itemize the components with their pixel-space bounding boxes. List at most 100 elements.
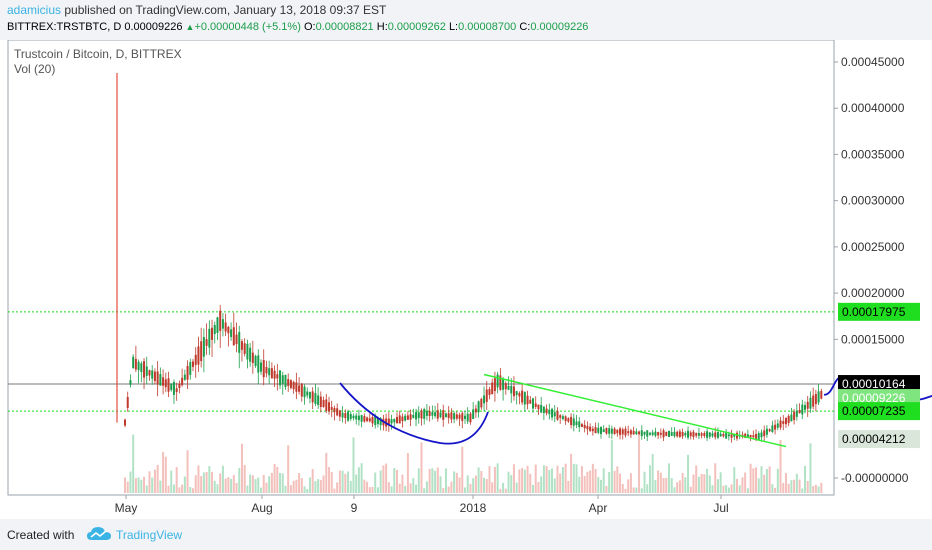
- candle-body: [330, 407, 333, 410]
- plot-area[interactable]: [7, 40, 932, 496]
- candle-body: [376, 418, 379, 425]
- volume-bar: [708, 475, 711, 493]
- tradingview-cloud-icon[interactable]: [86, 526, 112, 542]
- candles-group: [124, 304, 823, 443]
- candle-body: [352, 415, 355, 419]
- price-badge[interactable]: [838, 430, 920, 449]
- volume-bar: [695, 465, 698, 493]
- price-badge[interactable]: [838, 402, 920, 421]
- price-tick-label: 0.00015000: [841, 332, 905, 346]
- candle-body: [396, 417, 398, 424]
- volume-bar: [548, 470, 551, 493]
- candle-body: [485, 389, 488, 402]
- candle-body: [347, 411, 350, 421]
- candle-body: [768, 429, 771, 432]
- candle-body: [162, 377, 165, 386]
- price-badge-label: 0.00010164: [842, 377, 906, 391]
- candle-body: [716, 432, 719, 438]
- volume-bar: [480, 471, 483, 493]
- candle-body: [651, 432, 654, 435]
- candle-body: [442, 410, 445, 420]
- volume-bar: [725, 485, 728, 493]
- candle-body: [784, 417, 787, 425]
- candle-body: [621, 429, 624, 435]
- volume-bar: [162, 452, 165, 493]
- candle-body: [126, 397, 129, 408]
- candle-body: [159, 374, 162, 386]
- volume-bar: [425, 481, 428, 493]
- candle-body: [444, 413, 447, 418]
- candle-body: [646, 430, 649, 437]
- candle-body: [357, 415, 360, 421]
- volume-bar: [428, 468, 431, 493]
- volume-bar: [564, 463, 567, 493]
- price-chart[interactable]: 0.00045000 0.00040000 0.00035000 0.00030000…: [0, 40, 932, 519]
- volume-bar: [129, 471, 132, 493]
- candle-body: [243, 343, 246, 354]
- candle-body: [235, 334, 238, 345]
- author-link[interactable]: adamicius: [7, 3, 62, 17]
- symbol-label: BITTREX:TRSTBTC, D: [7, 21, 122, 33]
- low-label: L:: [448, 21, 459, 33]
- volume-bar: [357, 467, 360, 493]
- volume-bar: [379, 470, 382, 493]
- volume-bar: [670, 478, 673, 493]
- volume-bar: [444, 468, 447, 493]
- price-badge[interactable]: [838, 375, 920, 394]
- volume-bar: [635, 487, 638, 493]
- candle-body: [534, 403, 537, 407]
- candle-body: [349, 414, 352, 420]
- tradingview-link[interactable]: TradingView: [116, 528, 183, 542]
- volume-bar: [515, 482, 518, 493]
- candle-body: [643, 431, 646, 435]
- candle-body: [415, 412, 418, 420]
- volume-bar: [287, 445, 290, 493]
- volume-bar: [801, 488, 804, 493]
- volume-bar: [314, 481, 317, 493]
- volume-bar: [230, 478, 233, 493]
- volume-bar: [488, 466, 491, 493]
- price-axis[interactable]: 0.00045000 0.00040000 0.00035000 0.00030000…: [834, 55, 920, 485]
- volume-bar: [164, 456, 167, 493]
- candle-body: [221, 319, 224, 329]
- candle-body: [692, 431, 695, 437]
- volume-bar: [687, 454, 690, 493]
- candle-body: [589, 426, 592, 431]
- volume-bar: [580, 466, 583, 493]
- high-value: 0.00009262: [387, 21, 446, 33]
- candle-body: [809, 397, 812, 409]
- volume-bar: [458, 477, 461, 493]
- volume-indicator-label[interactable]: Vol (20): [14, 62, 56, 76]
- cup-curve[interactable]: [339, 382, 489, 445]
- time-axis[interactable]: May Aug 9 2018 Apr Jul: [115, 495, 729, 515]
- candle-body: [695, 433, 698, 436]
- volume-bar: [360, 463, 363, 493]
- candle-body: [678, 431, 681, 437]
- volume-bar: [757, 478, 760, 493]
- price-tick-label: 0.00045000: [841, 55, 905, 69]
- price-badge[interactable]: [838, 302, 920, 321]
- volume-bar: [306, 488, 309, 493]
- candle-body: [529, 399, 532, 404]
- candle-body: [270, 368, 273, 379]
- open-label: O:: [303, 21, 316, 33]
- candle-body: [787, 415, 790, 423]
- candle-body: [706, 431, 709, 438]
- candle-body: [518, 393, 521, 397]
- volume-bar: [295, 479, 298, 493]
- volume-bar: [629, 473, 632, 493]
- volume-bar: [325, 452, 328, 493]
- volume-bar: [308, 477, 311, 493]
- volume-bar: [202, 472, 205, 493]
- volume-bar: [627, 479, 630, 493]
- volume-bar: [689, 486, 692, 493]
- volume-bar: [170, 470, 173, 493]
- volume-bar: [466, 475, 469, 493]
- candle-body: [371, 417, 374, 424]
- candle-body: [453, 413, 456, 420]
- downtrend-line[interactable]: [483, 373, 787, 448]
- candle-body: [205, 339, 208, 346]
- volume-bar: [240, 443, 243, 493]
- volume-bar: [303, 486, 306, 493]
- candle-body: [208, 328, 211, 348]
